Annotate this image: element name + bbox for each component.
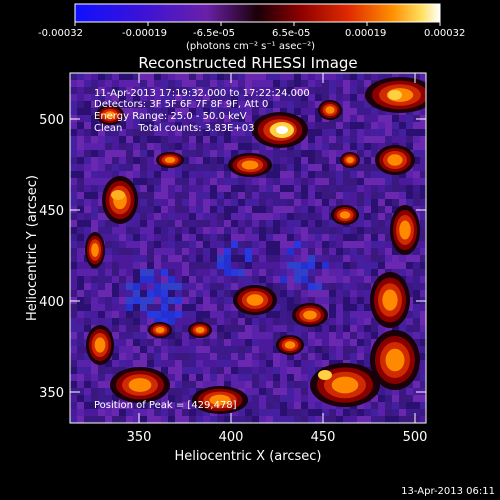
colorbar-unit-label: (photons cm⁻² s⁻¹ asec⁻²) (186, 41, 315, 52)
clean-counts-annotation: Clean Total counts: 3.83E+03 (94, 123, 254, 134)
x-axis-label: Heliocentric X (arcsec) (175, 449, 322, 464)
axis-ticks (70, 73, 426, 423)
energy-range-annotation: Energy Range: 25.0 - 50.0 keV (94, 111, 247, 122)
time-range-annotation: 11-Apr-2013 17:19:32.000 to 17:22:24.000 (94, 88, 310, 99)
colorbar-ticks (74, 22, 441, 26)
x-tick-label: 400 (219, 430, 244, 445)
colorbar (74, 3, 441, 23)
colorbar-tick-label: 6.5e-05 (272, 28, 310, 39)
y-tick-label: 400 (39, 295, 64, 310)
colorbar-tick-label: 0.00032 (424, 28, 465, 39)
y-tick-label: 350 (39, 386, 64, 401)
colorbar-tick-label: -0.00019 (122, 28, 167, 39)
y-axis-label: Heliocentric Y (arcsec) (25, 175, 40, 321)
plot-title: Reconstructed RHESSI Image (138, 54, 357, 72)
colorbar-tick-label: -6.5e-05 (193, 28, 235, 39)
x-tick-label: 450 (311, 430, 336, 445)
x-tick-label: 350 (127, 430, 152, 445)
peak-position-annotation: Position of Peak = [429,478] (94, 400, 237, 411)
y-tick-label: 450 (39, 204, 64, 219)
detectors-annotation: Detectors: 3F 5F 6F 7F 8F 9F, Att 0 (94, 99, 268, 110)
y-tick-label: 500 (39, 113, 64, 128)
solar-image (70, 73, 426, 423)
footer-date: 13-Apr-2013 06:11 (401, 486, 495, 497)
colorbar-tick-label: 0.00019 (345, 28, 386, 39)
plot-frame (69, 72, 427, 424)
x-tick-label: 500 (403, 430, 428, 445)
colorbar-tick-label: -0.00032 (38, 28, 83, 39)
